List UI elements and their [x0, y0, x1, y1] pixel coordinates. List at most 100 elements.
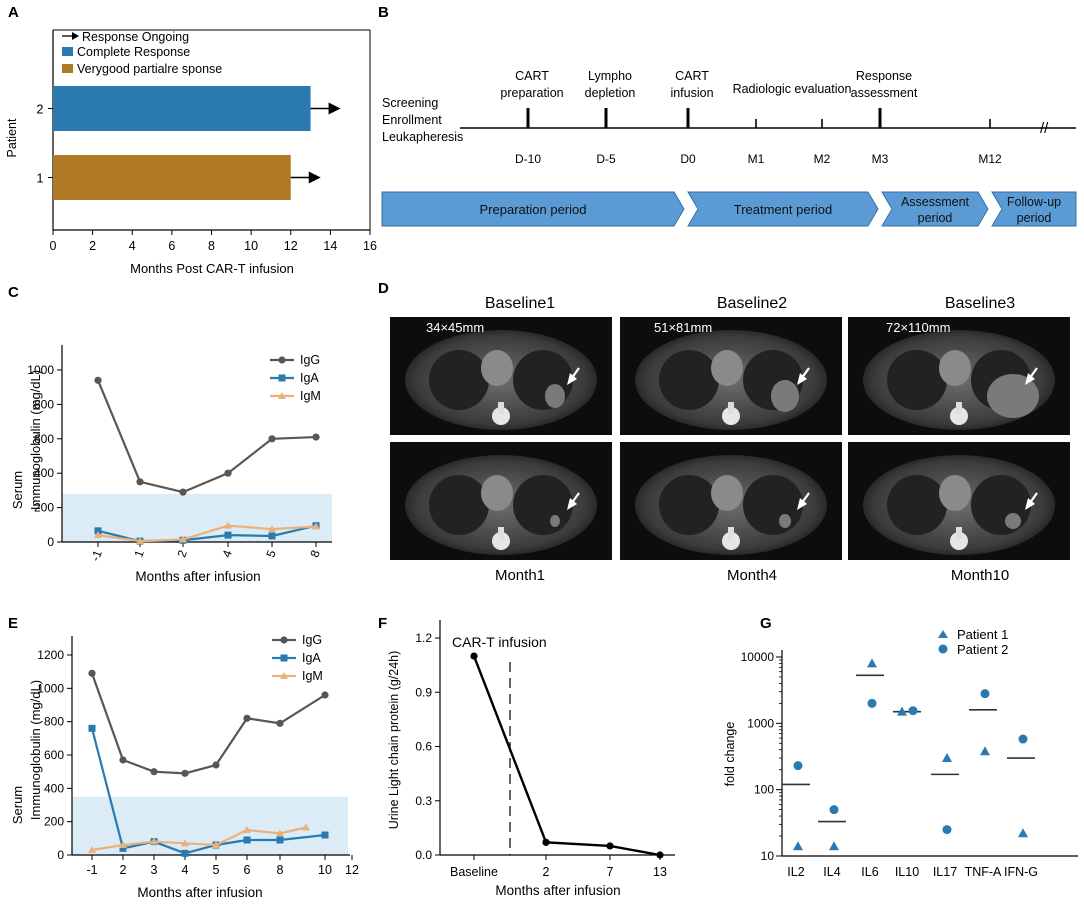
ct-mediastinum	[711, 475, 743, 511]
ytick-label: 600	[34, 432, 54, 446]
ct-arrow-icon	[1025, 498, 1035, 510]
period-arrow	[687, 191, 879, 227]
period-label: Assessment	[901, 195, 970, 209]
xtick-label: IFN-G	[1004, 865, 1038, 879]
timeline-event-bottom: depletion	[585, 86, 636, 100]
period-label: Treatment period	[734, 202, 833, 217]
ytick-label: 0.9	[415, 685, 432, 699]
ct-mediastinum	[481, 475, 513, 511]
point-IgM	[268, 525, 276, 533]
ytick-label: 600	[44, 748, 64, 762]
legend-label-IgG: IgG	[300, 353, 320, 367]
point-IgM	[94, 531, 102, 539]
legend-patient2-icon	[938, 644, 948, 654]
timeline-day-label: M12	[978, 152, 1002, 166]
legend-patient1-icon	[938, 630, 948, 638]
panel-d: D Baseline1 Baseline2 Baseline3 34×45mm …	[370, 280, 1084, 600]
ytick-label: 800	[44, 715, 64, 729]
timeline-day-label: M1	[748, 152, 765, 166]
panel-a-xtick-label: 8	[208, 239, 215, 253]
panel-a-ytick-label: 1	[37, 172, 44, 186]
timeline-event-top: CART	[515, 69, 549, 83]
enrollment-label: Enrollment	[382, 113, 442, 127]
legend-label-IgM: IgM	[300, 389, 321, 403]
ct-lesion	[771, 380, 799, 412]
timeline-events: D-10 CART preparation D-5 Lympho depletion D0 C…	[500, 69, 1002, 166]
ct-lesion	[545, 384, 565, 408]
panel-e-xlabel: Months after infusion	[137, 885, 262, 900]
ytick-label: 200	[44, 815, 64, 829]
ct-size-2: 51×81mm	[654, 320, 712, 335]
legend-label-IgA: IgA	[302, 651, 321, 665]
timeline-day-label: D0	[680, 152, 696, 166]
point-IgG	[243, 714, 251, 722]
period-arrow	[881, 191, 989, 227]
ct-arrow-icon	[797, 498, 807, 510]
panel-c-x-ticks: -1 1 2 4 5 8	[88, 542, 323, 563]
panel-f-xlabel: Months after infusion	[495, 883, 620, 898]
point-IgG	[150, 768, 158, 776]
point-IgG	[268, 435, 276, 443]
timeline-event-top: Response	[856, 69, 912, 83]
point-IgM	[136, 537, 144, 545]
legend-marker	[280, 654, 288, 662]
point-IgM	[212, 841, 220, 848]
timeline-periods: Preparation period Treatment period Assess…	[381, 191, 1077, 227]
point-IgM	[302, 823, 310, 831]
panel-e-series	[88, 669, 329, 857]
ct-grid: Baseline1 Baseline2 Baseline3 34×45mm 51…	[390, 295, 1070, 584]
ct-spine-process	[956, 402, 962, 414]
point-IgG	[321, 691, 329, 699]
ct-title-baseline1: Baseline1	[485, 295, 555, 312]
panel-b: B // Screening Enrollment Leukapheresis …	[378, 4, 1077, 227]
ct-lung-right	[887, 350, 947, 410]
point-IgG	[181, 769, 189, 777]
ct-spine	[722, 532, 740, 550]
patient-1-bar	[53, 155, 291, 200]
point-urine	[656, 851, 664, 859]
patient1-point	[1018, 828, 1028, 838]
timeline-break-icon: //	[1040, 120, 1049, 137]
ct-title-month1: Month1	[495, 567, 545, 584]
ct-spine	[950, 407, 968, 425]
period-label: Preparation period	[480, 202, 587, 217]
panel-g-x-ticks: IL2 IL4 IL6 IL10 IL17 TNF-A IFN-G	[787, 865, 1038, 879]
panel-a-ytick-label: 2	[37, 103, 44, 117]
xtick-label: IL2	[787, 865, 804, 879]
xtick-label: 12	[345, 863, 359, 877]
point-IgA	[181, 849, 189, 857]
panel-f-series	[470, 652, 664, 859]
ct-lesion	[987, 374, 1039, 418]
ytick-label: 200	[34, 501, 54, 515]
panel-f-y-ticks: 0.0 0.3 0.6 0.9 1.2	[415, 631, 440, 862]
legend-label-IgG: IgG	[302, 633, 322, 647]
timeline-day-label: D-5	[596, 152, 616, 166]
period-label: Follow-up	[1007, 195, 1061, 209]
point-IgM	[119, 841, 127, 848]
ct-lung-right	[659, 350, 719, 410]
ytick-label: 0.6	[415, 740, 432, 754]
panel-a-xtick-label: 6	[168, 239, 175, 253]
ct-title-baseline3: Baseline3	[945, 295, 1015, 312]
timeline-event-bottom: infusion	[670, 86, 713, 100]
panel-c-y-ticks: 0 200 400 600 800 1000	[27, 363, 62, 549]
legend-complete-swatch	[62, 47, 73, 56]
ct-title-baseline2: Baseline2	[717, 295, 787, 312]
panel-label-a: A	[8, 4, 19, 21]
xtick-label: IL17	[933, 865, 957, 879]
panel-e-y-ticks: 0 200 400 600 800 1000 1200	[37, 648, 72, 862]
patient2-point	[793, 761, 803, 771]
ct-mediastinum	[939, 350, 971, 386]
point-IgA	[224, 531, 232, 539]
ytick-label: 1.2	[415, 631, 432, 645]
ytick-label: 0	[47, 535, 54, 549]
ct-spine	[722, 407, 740, 425]
legend-label-IgA: IgA	[300, 371, 319, 385]
xtick-label: 13	[653, 865, 667, 879]
patient1-point	[897, 706, 907, 716]
panel-a-xtick-label: 12	[284, 239, 298, 253]
panel-f: F CAR-T infusion 0.0 0.3 0.6 0.9 1.2 Baselin…	[378, 615, 675, 898]
ct-spine	[492, 407, 510, 425]
timeline-day-label: M3	[872, 152, 889, 166]
xtick-label: 2	[174, 548, 190, 559]
